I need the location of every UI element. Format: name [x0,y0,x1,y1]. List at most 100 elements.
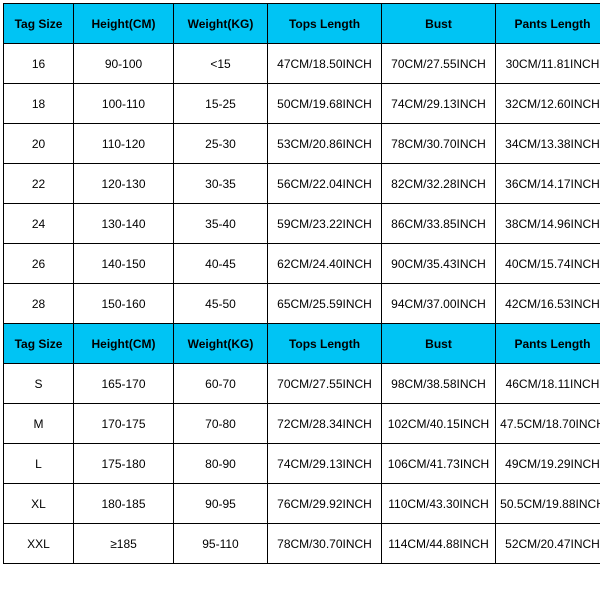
cell: 70CM/27.55INCH [382,44,496,84]
cell: 95-110 [174,524,268,564]
table-row: XL 180-185 90-95 76CM/29.92INCH 110CM/43… [4,484,600,524]
cell: 110CM/43.30INCH [382,484,496,524]
col-height: Height(CM) [74,4,174,44]
table-row: 28 150-160 45-50 65CM/25.59INCH 94CM/37.… [4,284,600,324]
cell: 32CM/12.60INCH [496,84,600,124]
cell: 60-70 [174,364,268,404]
cell: 180-185 [74,484,174,524]
col-bust: Bust [382,324,496,364]
cell: 70-80 [174,404,268,444]
cell: 38CM/14.96INCH [496,204,600,244]
cell: 45-50 [174,284,268,324]
cell: 49CM/19.29INCH [496,444,600,484]
col-weight: Weight(KG) [174,4,268,44]
cell: 130-140 [74,204,174,244]
cell: 80-90 [174,444,268,484]
col-tag-size: Tag Size [4,4,74,44]
table-row: XXL ≥185 95-110 78CM/30.70INCH 114CM/44.… [4,524,600,564]
table-body: Tag Size Height(CM) Weight(KG) Tops Leng… [4,4,600,564]
cell: 26 [4,244,74,284]
cell: 34CM/13.38INCH [496,124,600,164]
cell: 59CM/23.22INCH [268,204,382,244]
cell: 53CM/20.86INCH [268,124,382,164]
cell: 65CM/25.59INCH [268,284,382,324]
cell: 110-120 [74,124,174,164]
cell: 16 [4,44,74,84]
table-row: 16 90-100 <15 47CM/18.50INCH 70CM/27.55I… [4,44,600,84]
table-row: 18 100-110 15-25 50CM/19.68INCH 74CM/29.… [4,84,600,124]
cell: 62CM/24.40INCH [268,244,382,284]
cell: 50CM/19.68INCH [268,84,382,124]
cell: 36CM/14.17INCH [496,164,600,204]
cell: 175-180 [74,444,174,484]
col-tops-length: Tops Length [268,4,382,44]
cell: 56CM/22.04INCH [268,164,382,204]
cell: 30CM/11.81INCH [496,44,600,84]
cell: 98CM/38.58INCH [382,364,496,404]
table-row: L 175-180 80-90 74CM/29.13INCH 106CM/41.… [4,444,600,484]
cell: 165-170 [74,364,174,404]
size-chart-table: Tag Size Height(CM) Weight(KG) Tops Leng… [3,3,600,564]
cell: 70CM/27.55INCH [268,364,382,404]
col-pants-length: Pants Length [496,4,600,44]
cell: 20 [4,124,74,164]
cell: 40-45 [174,244,268,284]
cell: 47CM/18.50INCH [268,44,382,84]
col-tag-size: Tag Size [4,324,74,364]
cell: 35-40 [174,204,268,244]
cell: 114CM/44.88INCH [382,524,496,564]
col-weight: Weight(KG) [174,324,268,364]
cell: 170-175 [74,404,174,444]
table-row: 20 110-120 25-30 53CM/20.86INCH 78CM/30.… [4,124,600,164]
cell: 140-150 [74,244,174,284]
cell: 22 [4,164,74,204]
cell: 15-25 [174,84,268,124]
cell: 25-30 [174,124,268,164]
cell: 94CM/37.00INCH [382,284,496,324]
table-row: 26 140-150 40-45 62CM/24.40INCH 90CM/35.… [4,244,600,284]
cell: 52CM/20.47INCH [496,524,600,564]
cell: 90-100 [74,44,174,84]
cell: 102CM/40.15INCH [382,404,496,444]
cell: 28 [4,284,74,324]
cell: 74CM/29.13INCH [382,84,496,124]
cell: 76CM/29.92INCH [268,484,382,524]
cell: 100-110 [74,84,174,124]
col-pants-length: Pants Length [496,324,600,364]
col-height: Height(CM) [74,324,174,364]
table-row: 24 130-140 35-40 59CM/23.22INCH 86CM/33.… [4,204,600,244]
cell: L [4,444,74,484]
cell: S [4,364,74,404]
cell: <15 [174,44,268,84]
cell: 150-160 [74,284,174,324]
cell: 74CM/29.13INCH [268,444,382,484]
cell: 78CM/30.70INCH [268,524,382,564]
col-bust: Bust [382,4,496,44]
cell: XXL [4,524,74,564]
cell: 42CM/16.53INCH [496,284,600,324]
cell: 50.5CM/19.88INCH [496,484,600,524]
cell: 82CM/32.28INCH [382,164,496,204]
cell: 86CM/33.85INCH [382,204,496,244]
cell: XL [4,484,74,524]
cell: 72CM/28.34INCH [268,404,382,444]
cell: 120-130 [74,164,174,204]
header-row-1: Tag Size Height(CM) Weight(KG) Tops Leng… [4,4,600,44]
cell: 40CM/15.74INCH [496,244,600,284]
cell: 46CM/18.11INCH [496,364,600,404]
table-row: S 165-170 60-70 70CM/27.55INCH 98CM/38.5… [4,364,600,404]
cell: 47.5CM/18.70INCH [496,404,600,444]
cell: ≥185 [74,524,174,564]
cell: 30-35 [174,164,268,204]
cell: 90CM/35.43INCH [382,244,496,284]
table-row: 22 120-130 30-35 56CM/22.04INCH 82CM/32.… [4,164,600,204]
cell: 24 [4,204,74,244]
cell: 106CM/41.73INCH [382,444,496,484]
cell: 18 [4,84,74,124]
cell: M [4,404,74,444]
col-tops-length: Tops Length [268,324,382,364]
cell: 78CM/30.70INCH [382,124,496,164]
table-row: M 170-175 70-80 72CM/28.34INCH 102CM/40.… [4,404,600,444]
header-row-2: Tag Size Height(CM) Weight(KG) Tops Leng… [4,324,600,364]
cell: 90-95 [174,484,268,524]
